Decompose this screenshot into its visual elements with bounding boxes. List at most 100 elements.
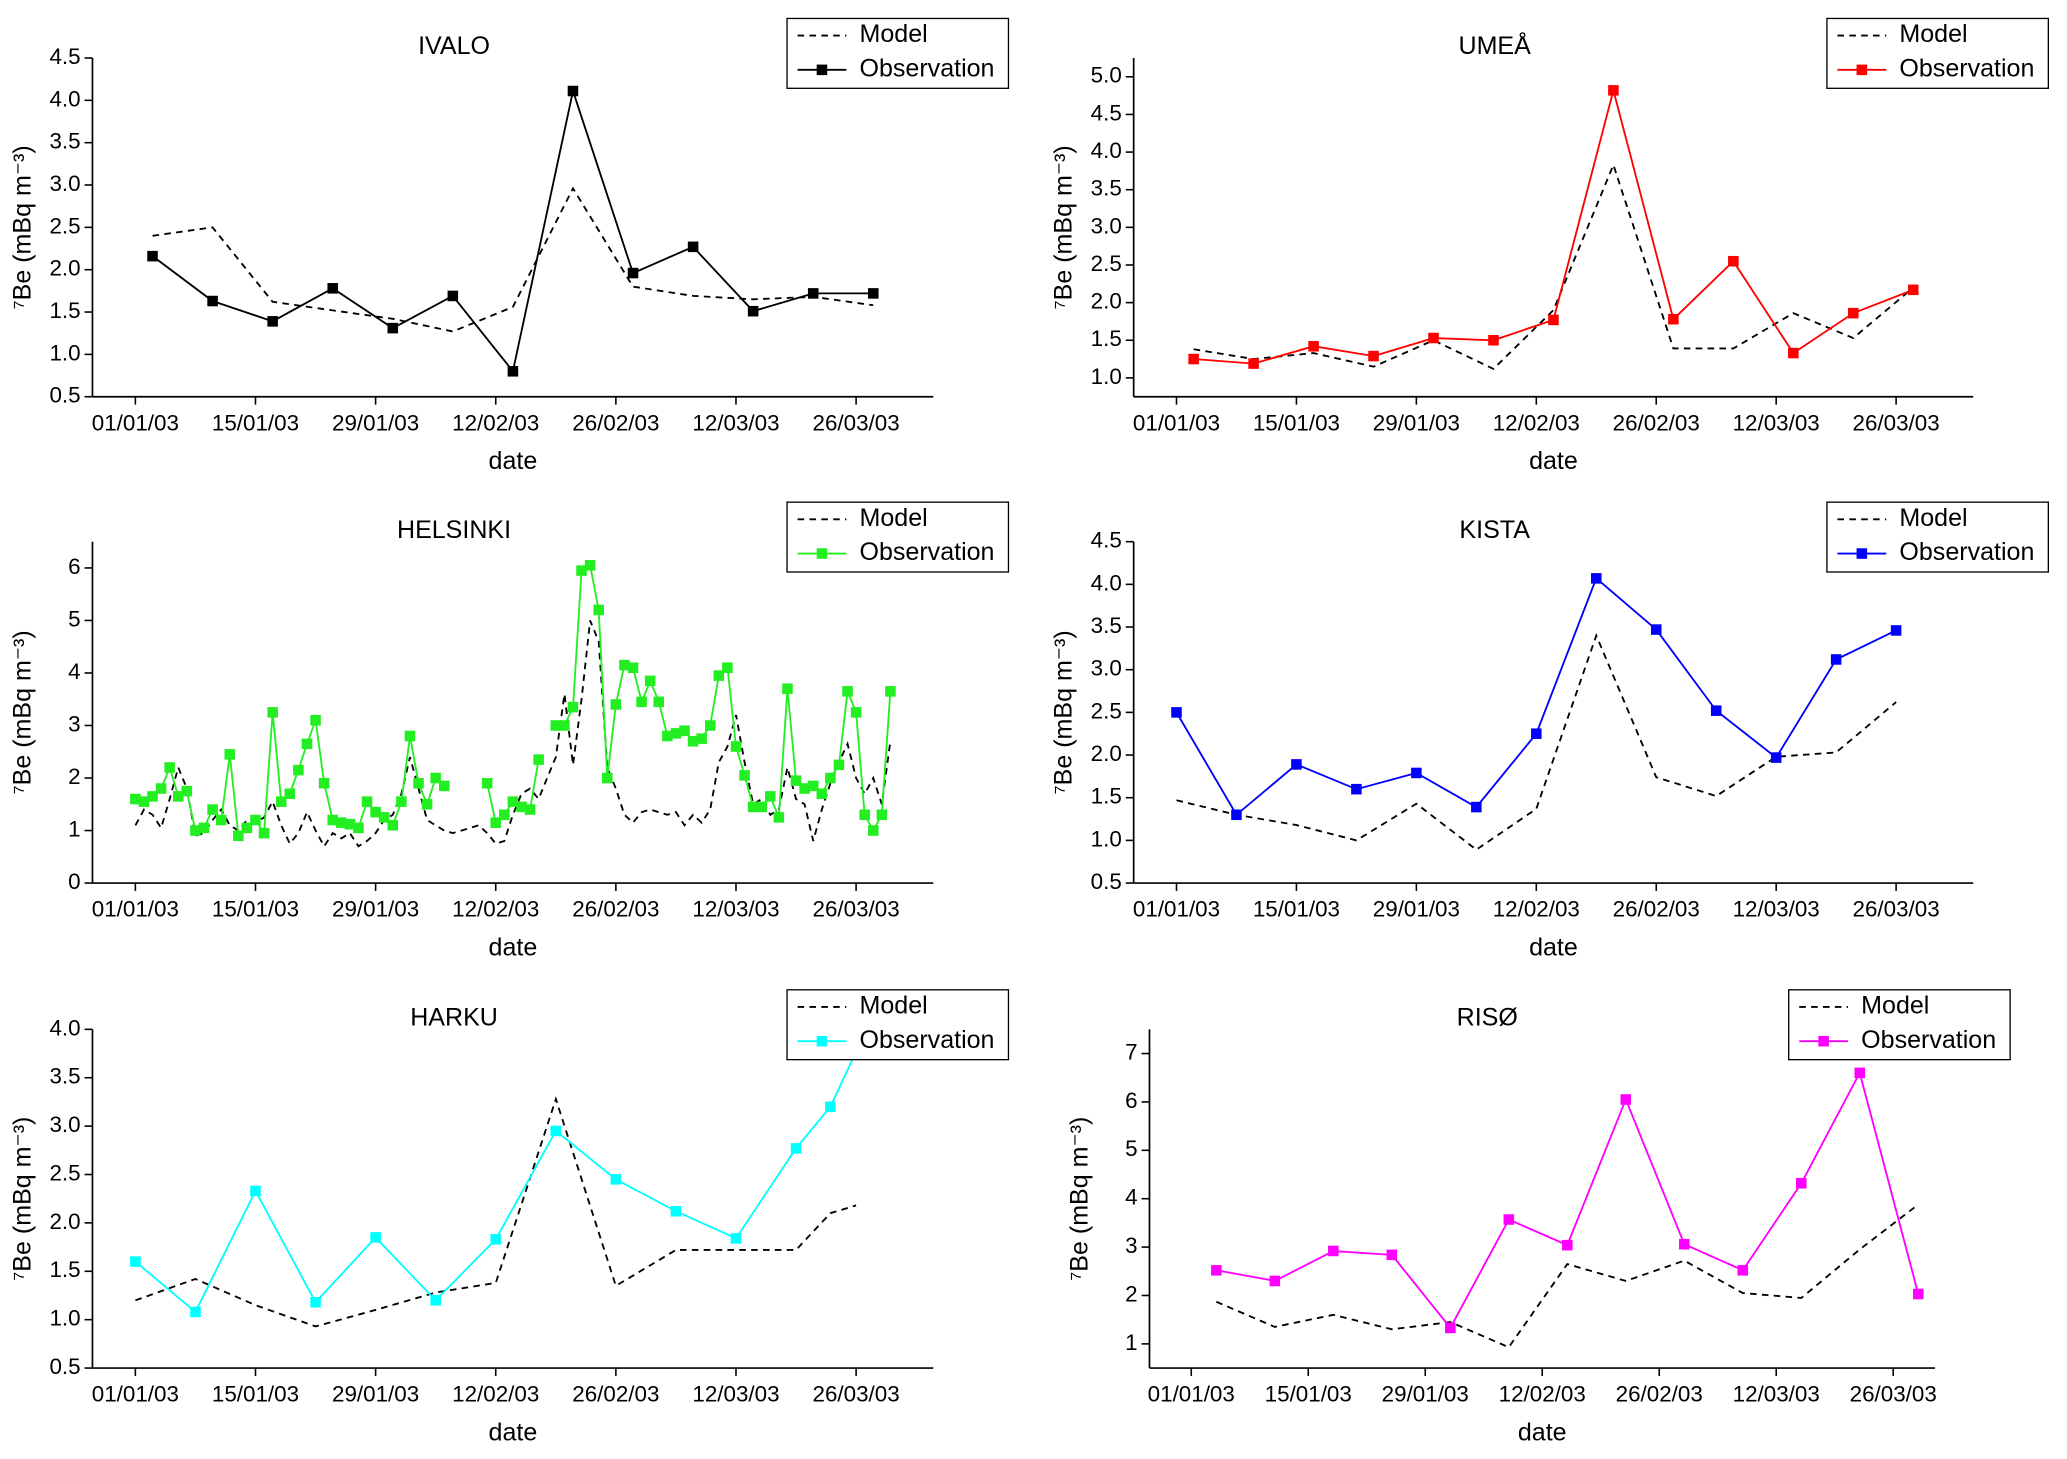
data-point	[782, 683, 793, 695]
data-point	[816, 788, 828, 800]
y-tick-label: 4	[1125, 1185, 1137, 1210]
data-point	[130, 793, 141, 805]
data-point	[1913, 1288, 1924, 1300]
data-point	[1907, 284, 1919, 296]
legend-box	[786, 989, 1010, 1061]
data-point	[644, 675, 656, 687]
legend-label: Model	[860, 992, 928, 1020]
data-point	[155, 783, 167, 794]
x-tick-label: 15/01/03	[1253, 410, 1340, 435]
legend-box	[1826, 501, 2050, 573]
data-point	[1890, 625, 1902, 636]
data-point	[790, 1143, 802, 1154]
data-point	[1503, 1214, 1515, 1225]
data-point	[867, 288, 879, 299]
data-point	[1291, 759, 1302, 770]
data-point	[765, 791, 776, 802]
data-point	[602, 772, 613, 784]
data-point	[1351, 783, 1362, 795]
y-tick-label: 3.5	[49, 129, 80, 154]
y-axis-label: ⁷Be (mBq m⁻³)	[9, 1117, 37, 1281]
data-point	[1848, 307, 1859, 319]
x-axis-label: date	[1518, 1419, 1567, 1447]
series-line	[1176, 632, 1897, 851]
x-tick-label: 26/03/03	[813, 897, 900, 922]
data-point	[267, 707, 278, 718]
y-tick-label: 2.5	[49, 1160, 80, 1185]
data-point	[327, 283, 338, 294]
data-point	[670, 728, 682, 739]
x-tick-label: 29/01/03	[332, 1382, 419, 1407]
data-point	[318, 777, 330, 789]
data-point	[147, 791, 158, 802]
data-point	[627, 662, 639, 673]
y-tick-label: 3.5	[1091, 613, 1122, 638]
x-tick-label: 26/02/03	[1613, 410, 1700, 435]
data-point	[378, 812, 390, 823]
data-point	[1710, 705, 1722, 716]
legend-label: Observation	[1861, 1026, 1996, 1054]
legend-marker	[816, 1035, 828, 1047]
y-tick-label: 3.0	[49, 1112, 80, 1137]
x-tick-label: 12/02/03	[1499, 1382, 1586, 1407]
data-point	[1269, 1275, 1281, 1287]
data-point	[739, 770, 750, 781]
x-tick-label: 01/01/03	[1148, 1382, 1235, 1407]
chart-title: HARKU	[410, 1003, 498, 1031]
data-point	[850, 707, 862, 718]
data-point	[756, 801, 767, 813]
x-axis-label: date	[489, 934, 538, 962]
x-tick-label: 12/02/03	[452, 897, 539, 922]
legend-box	[786, 17, 1010, 89]
data-point	[1471, 801, 1482, 813]
y-tick-label: 0.5	[1091, 869, 1122, 894]
series-line	[134, 1051, 857, 1314]
data-point	[687, 241, 699, 253]
x-tick-label: 26/02/03	[572, 897, 659, 922]
y-tick-label: 5	[1125, 1136, 1137, 1161]
data-point	[524, 804, 536, 815]
data-point	[1796, 1177, 1807, 1189]
data-point	[275, 796, 287, 807]
x-tick-label: 26/03/03	[813, 1382, 900, 1407]
data-point	[344, 818, 356, 830]
data-point	[490, 1234, 502, 1245]
data-point	[293, 764, 304, 776]
x-tick-label: 01/01/03	[1133, 410, 1220, 435]
x-tick-label: 29/01/03	[1373, 897, 1460, 922]
x-tick-label: 12/03/03	[692, 1382, 779, 1407]
data-point	[507, 366, 519, 377]
x-tick-label: 12/02/03	[1493, 897, 1580, 922]
data-point	[250, 1185, 261, 1197]
data-point	[207, 804, 218, 815]
data-point	[653, 696, 665, 708]
data-point	[876, 809, 888, 821]
y-tick-label: 2	[68, 764, 80, 789]
data-point	[198, 822, 210, 834]
data-point	[516, 801, 527, 813]
legend-box	[1788, 989, 2011, 1061]
legend-label: Observation	[860, 538, 995, 566]
data-point	[1728, 255, 1739, 267]
x-tick-label: 01/01/03	[92, 410, 179, 435]
data-point	[1737, 1265, 1749, 1276]
y-axis-label: ⁷Be (mBq m⁻³)	[1050, 145, 1078, 309]
data-point	[773, 812, 785, 823]
data-point	[1679, 1238, 1690, 1250]
y-tick-label: 0	[68, 869, 80, 894]
data-point	[1428, 332, 1439, 344]
series-line	[1216, 1070, 1920, 1330]
y-tick-label: 5	[68, 606, 80, 631]
y-tick-label: 3.0	[1091, 213, 1122, 238]
data-point	[353, 822, 364, 834]
data-point	[147, 250, 158, 262]
data-point	[438, 780, 450, 792]
data-point	[447, 290, 459, 302]
y-tick-label: 2.0	[49, 256, 80, 281]
data-point	[430, 772, 441, 784]
y-axis-label: ⁷Be (mBq m⁻³)	[9, 145, 37, 309]
data-point	[1830, 654, 1842, 665]
y-tick-label: 3	[1125, 1233, 1137, 1258]
data-point	[1620, 1094, 1632, 1105]
chart-title: RISØ	[1457, 1003, 1518, 1031]
